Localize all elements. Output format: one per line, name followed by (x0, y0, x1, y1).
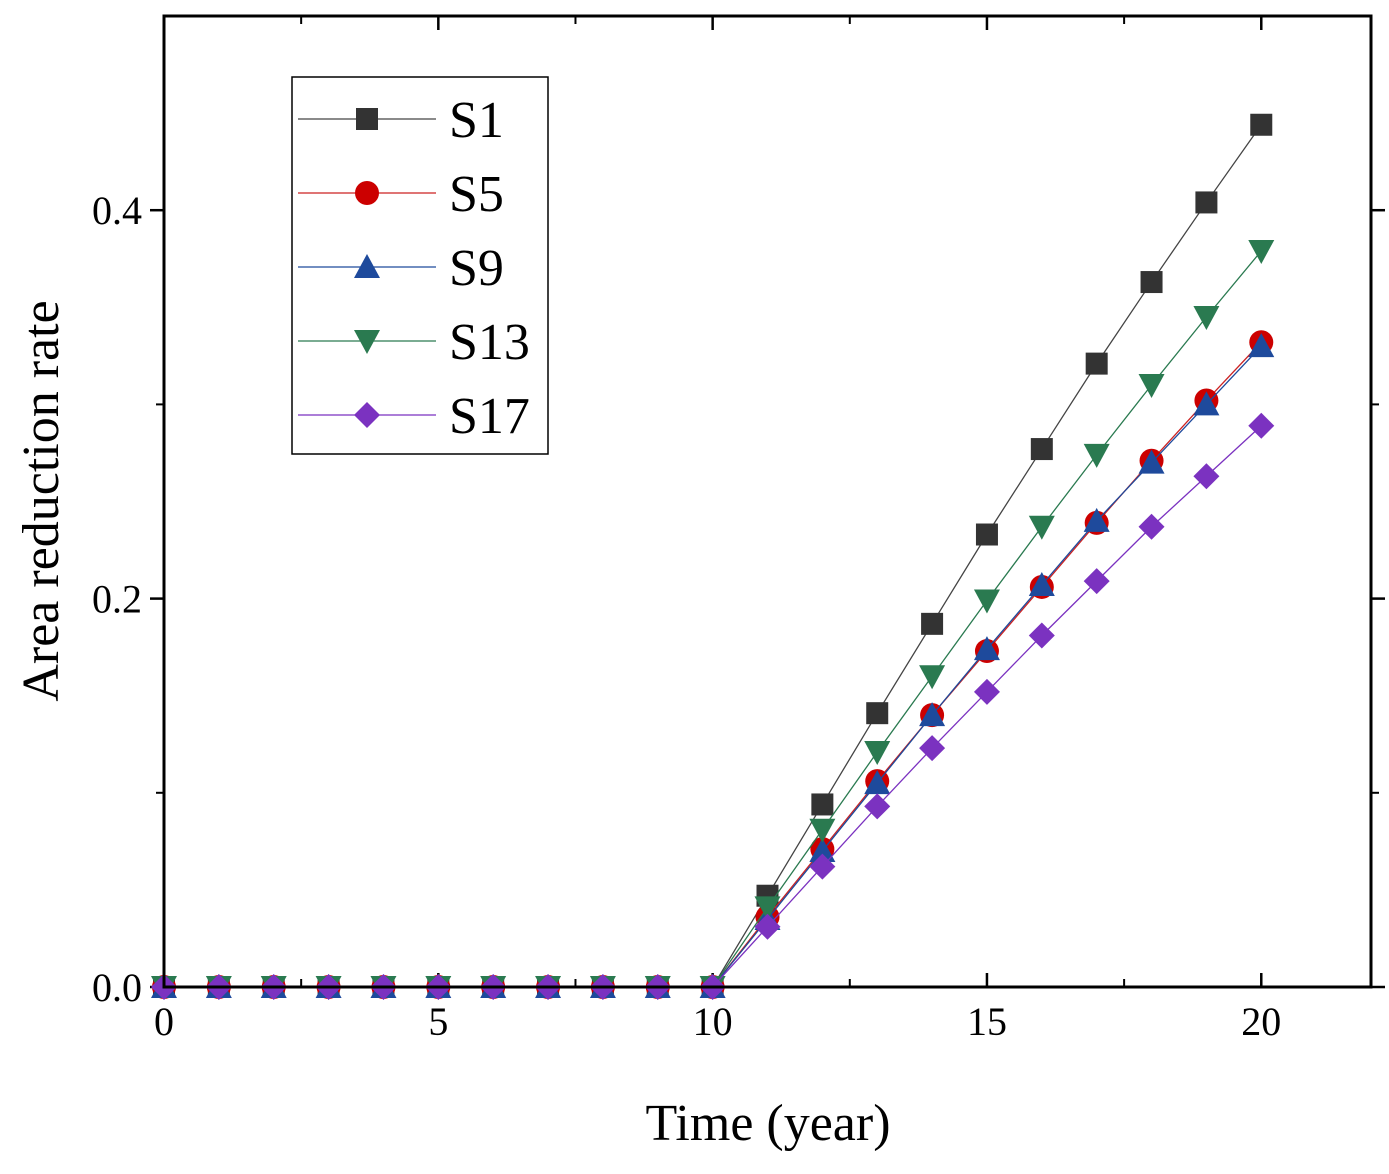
legend-label: S9 (449, 240, 504, 297)
data-point-s17 (1248, 412, 1275, 439)
data-point-s1 (1250, 113, 1273, 136)
data-point-s9 (973, 636, 1000, 661)
legend-marker (354, 254, 380, 278)
data-point-s17 (919, 735, 946, 762)
data-point-s13 (809, 818, 836, 843)
data-point-s17 (754, 913, 781, 940)
data-point-s9 (1138, 449, 1165, 474)
data-point-s13 (1138, 373, 1165, 398)
data-point-s17 (864, 793, 891, 820)
legend: S1 S5 S9 S13 S17 (291, 76, 549, 455)
data-point-s1 (811, 793, 834, 816)
data-point-s1 (866, 702, 889, 725)
plot-frame (162, 14, 1373, 989)
data-point-s9 (1083, 507, 1110, 532)
legend-item-s17: S17 (298, 388, 530, 445)
y-axis-label: Area reduction rate (13, 300, 70, 701)
data-point-s13 (864, 741, 891, 766)
data-point-s9 (1248, 333, 1275, 358)
legend-label: S1 (449, 92, 504, 149)
legend-marker (354, 402, 380, 428)
legend-marker (354, 330, 380, 354)
y-tick-label: 0.2 (92, 577, 142, 622)
legend-label: S13 (449, 314, 530, 371)
data-point-s13 (754, 896, 781, 921)
data-point-s13 (1083, 443, 1110, 468)
x-tick-label: 20 (1241, 999, 1281, 1044)
data-point-s9 (1193, 391, 1220, 416)
ticks-layer: 0 5 10 15 20 0.0 0.2 0.4 (92, 16, 1385, 1044)
x-axis-label: Time (year) (645, 1095, 890, 1152)
data-point-s13 (1028, 515, 1055, 540)
data-point-s17 (1028, 622, 1055, 649)
y-tick-label: 0.4 (92, 188, 142, 233)
data-point-s9 (1028, 572, 1055, 597)
data-point-s9 (809, 838, 836, 863)
legend-label: S17 (449, 388, 530, 445)
data-point-s1 (975, 523, 998, 546)
data-point-s1 (921, 612, 944, 635)
data-point-s13 (1248, 239, 1275, 264)
series-s17 (151, 412, 1275, 1000)
data-point-s17 (1083, 568, 1110, 595)
legend-label: S5 (449, 166, 504, 223)
data-point-s1 (1030, 438, 1053, 461)
data-point-s1 (1195, 191, 1218, 214)
data-point-s1 (1140, 271, 1163, 294)
legend-marker (355, 181, 379, 205)
data-point-s13 (1193, 306, 1220, 331)
data-point-s1 (1085, 352, 1108, 375)
data-point-s13 (973, 589, 1000, 614)
data-point-s9 (919, 702, 946, 727)
x-tick-label: 15 (967, 999, 1007, 1044)
data-point-s17 (1193, 463, 1220, 490)
data-point-s17 (973, 678, 1000, 705)
legend-item-s1: S1 (298, 92, 504, 149)
x-tick-label: 5 (428, 999, 448, 1044)
legend-marker (356, 108, 378, 130)
legend-item-s5: S5 (298, 166, 504, 223)
data-point-s17 (809, 853, 836, 880)
x-tick-label: 10 (693, 999, 733, 1044)
legend-item-s13: S13 (298, 314, 530, 371)
data-point-s9 (864, 770, 891, 795)
y-tick-label: 0.0 (92, 965, 142, 1010)
data-point-s17 (1138, 513, 1165, 540)
data-point-s13 (919, 665, 946, 690)
legend-box (291, 76, 549, 455)
x-tick-label: 0 (154, 999, 174, 1044)
legend-item-s9: S9 (298, 240, 504, 297)
